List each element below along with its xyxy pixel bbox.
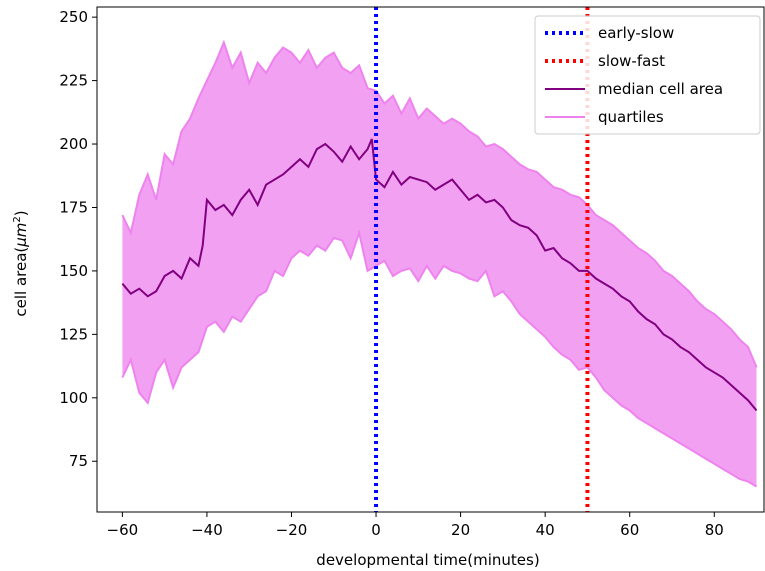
y-tick-label: 150 <box>59 262 88 280</box>
y-tick-label: 100 <box>59 389 88 407</box>
legend: early-slow slow-fast median cell area qu… <box>534 15 761 135</box>
x-tick-label: 0 <box>371 521 381 539</box>
quartile-lower-line <box>121 229 758 488</box>
axes-frame <box>96 6 765 513</box>
y-tick-label: 125 <box>59 325 88 343</box>
y-axis-label-suffix: ) <box>12 210 30 216</box>
y-tick-label: 250 <box>59 8 88 26</box>
legend-box <box>534 15 761 135</box>
y-tick-label: 200 <box>59 135 88 153</box>
x-tick-label: −40 <box>191 521 223 539</box>
legend-label-early-slow: early-slow <box>598 24 674 42</box>
x-tick-label: −60 <box>107 521 139 539</box>
plot-area <box>121 7 758 512</box>
y-tick-label: 175 <box>59 198 88 216</box>
y-axis-label-prefix: cell area( <box>12 247 30 317</box>
x-tick-label: −20 <box>276 521 308 539</box>
y-axis-label: cell area(μm2) <box>12 210 30 316</box>
legend-label-median: median cell area <box>598 80 723 98</box>
x-tick-label: 60 <box>620 521 639 539</box>
legend-label-slow-fast: slow-fast <box>598 52 665 70</box>
y-axis-label-exponent: 2 <box>12 216 23 222</box>
x-tick-label: 20 <box>451 521 470 539</box>
y-tick-label: 225 <box>59 72 88 90</box>
x-tick-label: 80 <box>705 521 724 539</box>
y-axis-label-unit: μm <box>12 223 30 248</box>
legend-label-quartiles: quartiles <box>598 108 664 126</box>
x-axis-ticks: −60 −40 −20 0 20 40 60 80 <box>107 512 724 539</box>
y-tick-label: 75 <box>69 452 88 470</box>
y-axis-ticks: 75 100 125 150 175 200 225 250 <box>59 8 97 470</box>
x-axis-label: developmental time(minutes) <box>316 551 539 569</box>
median-line <box>121 138 758 412</box>
x-tick-label: 40 <box>536 521 555 539</box>
quartile-band <box>122 42 757 487</box>
quartile-upper-line <box>121 39 758 368</box>
